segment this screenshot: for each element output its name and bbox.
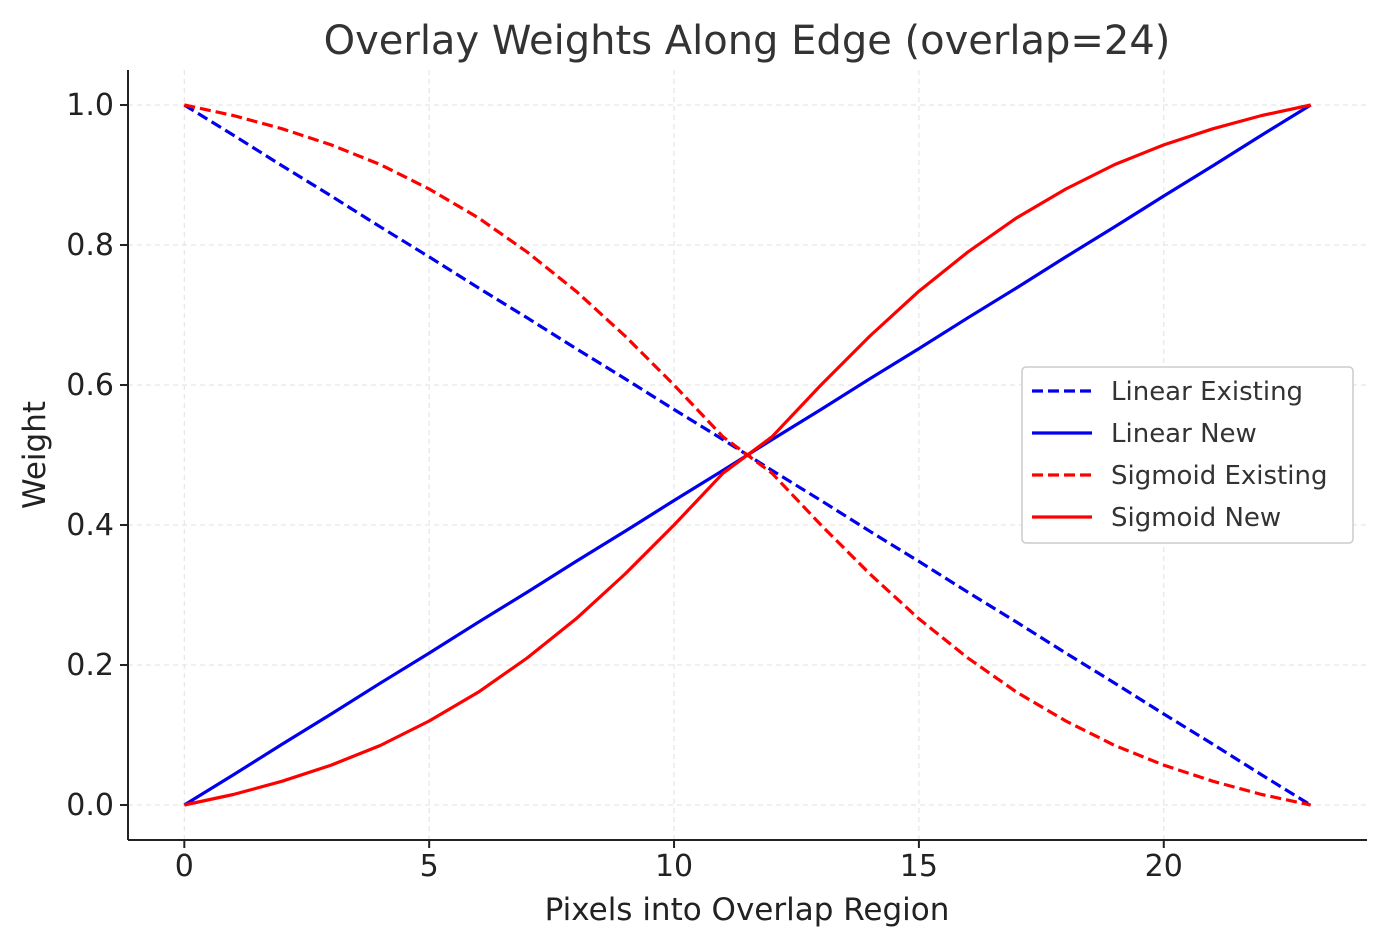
- y-axis-label: Weight: [17, 401, 53, 509]
- y-tick-label: 0.0: [66, 788, 114, 823]
- tick-labels: 0 5 10 15 20 0.0 0.2 0.4 0.6 0.8 1.0: [66, 88, 1183, 884]
- sigmoid-new-line: [183, 103, 1312, 807]
- legend-label: Sigmoid New: [1111, 503, 1281, 533]
- x-axis-label: Pixels into Overlap Region: [545, 892, 950, 928]
- axes: [120, 70, 1367, 848]
- x-tick-label: 20: [1145, 849, 1183, 884]
- y-tick-label: 0.4: [66, 508, 114, 543]
- y-tick-label: 1.0: [66, 88, 114, 123]
- legend-box: [1021, 366, 1354, 544]
- x-tick-label: 5: [420, 849, 439, 884]
- grid: [128, 70, 1367, 840]
- legend-label: Linear New: [1111, 419, 1257, 449]
- legend-label: Linear Existing: [1111, 377, 1303, 407]
- x-tick-label: 0: [175, 849, 194, 884]
- chart-title: Overlay Weights Along Edge (overlap=24): [324, 18, 1171, 64]
- x-tick-label: 10: [655, 849, 693, 884]
- x-tick-label: 15: [900, 849, 938, 884]
- y-tick-label: 0.2: [66, 648, 114, 683]
- y-tick-label: 0.8: [66, 228, 114, 263]
- legend: Linear Existing Linear New Sigmoid Existin…: [1021, 366, 1354, 544]
- legend-label: Sigmoid Existing: [1111, 461, 1327, 491]
- series-lines: [183, 103, 1312, 807]
- y-tick-label: 0.6: [66, 368, 114, 403]
